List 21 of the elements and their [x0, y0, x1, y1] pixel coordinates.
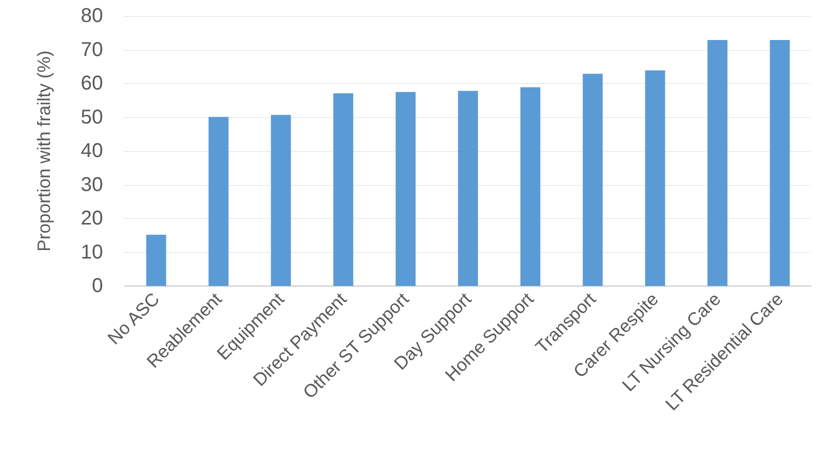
y-tick-label: 0: [92, 275, 103, 297]
y-tick-label: 40: [80, 140, 103, 162]
y-tick-label: 10: [80, 241, 103, 264]
bar: [146, 234, 166, 286]
y-tick-label: 70: [80, 38, 103, 61]
bar: [707, 40, 728, 286]
y-axis-title: Proportion with frailty (%): [34, 50, 54, 252]
y-tick-label: 50: [80, 106, 103, 128]
bar: [333, 93, 354, 286]
y-tick-label: 80: [80, 5, 103, 27]
y-tick-label: 20: [80, 208, 103, 230]
bar: [270, 114, 291, 286]
bar: [770, 40, 790, 286]
bar: [458, 90, 478, 286]
bar: [520, 87, 540, 286]
bar: [396, 92, 416, 286]
bar: [582, 74, 603, 286]
y-tick-label: 30: [80, 174, 103, 196]
y-tick-label: 60: [80, 72, 103, 94]
bar: [208, 116, 229, 286]
bar: [645, 70, 666, 286]
